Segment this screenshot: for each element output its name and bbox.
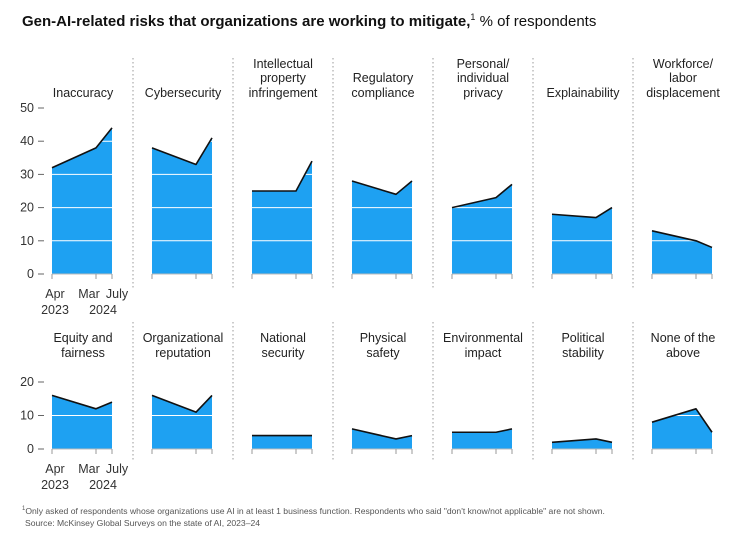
panel-title: Political stability — [561, 331, 605, 360]
panel-title: Inaccuracy — [52, 85, 114, 100]
line — [551, 206, 613, 219]
y-tick-label: 20 — [20, 375, 34, 389]
y-tick-label: 40 — [20, 134, 34, 148]
panel-title: Environmental impact — [443, 331, 523, 360]
x-tick-label: Mar — [78, 287, 100, 301]
line — [151, 394, 213, 413]
x-tick-label: Mar — [78, 462, 100, 476]
panel-title: Intellectual property infringement — [248, 56, 318, 100]
x-tick-label: Apr — [45, 462, 64, 476]
footnote: Only asked of respondents whose organiza… — [25, 506, 605, 516]
subtitle: % of respondents — [479, 13, 597, 30]
x-tick-label: July — [106, 462, 129, 476]
x-year-label: 2023 — [41, 303, 69, 317]
area — [152, 137, 212, 274]
chart-title: Gen-AI-related risks that organizations … — [22, 13, 471, 30]
panel-title: National security — [260, 331, 306, 360]
line — [351, 180, 413, 196]
panel-title: None of the above — [650, 331, 716, 360]
panel-title: Physical safety — [359, 331, 407, 360]
line — [351, 428, 413, 440]
x-tick-label: Apr — [45, 287, 64, 301]
y-tick-label: 0 — [27, 267, 34, 281]
line — [151, 137, 213, 166]
y-tick-label: 10 — [20, 409, 34, 423]
x-year-label: 2023 — [41, 478, 69, 492]
y-tick-label: 20 — [20, 201, 34, 215]
x-tick-label: July — [106, 287, 129, 301]
title-note: 1 — [470, 12, 476, 22]
source: Source: McKinsey Global Surveys on the s… — [25, 518, 261, 528]
y-tick-label: 0 — [27, 442, 34, 456]
panel-title: Organizational reputation — [142, 331, 224, 360]
panel-title: Workforce/ labor displacement — [646, 56, 720, 100]
line — [51, 127, 113, 169]
panel-title: Equity and fairness — [53, 331, 113, 360]
area — [152, 395, 212, 449]
line — [451, 183, 513, 209]
footnote-row: 1Only asked of respondents whose organiz… — [22, 506, 605, 516]
area — [252, 435, 312, 449]
area — [52, 395, 112, 449]
area — [352, 428, 412, 449]
area — [652, 408, 712, 449]
y-tick-label: 10 — [20, 234, 34, 248]
x-year-label: 2024 — [89, 478, 117, 492]
panel-title: Explainability — [546, 85, 620, 100]
area — [52, 127, 112, 274]
line — [252, 160, 313, 192]
y-tick-label: 30 — [20, 167, 34, 181]
area — [452, 184, 512, 274]
x-year-label: 2024 — [89, 303, 117, 317]
line — [651, 408, 713, 433]
panel-title: Cybersecurity — [144, 85, 222, 100]
line — [51, 394, 113, 410]
line — [651, 230, 713, 249]
area — [352, 181, 412, 274]
y-tick-label: 50 — [20, 101, 34, 115]
line — [452, 428, 513, 434]
panel-title: Personal/ individual privacy — [456, 56, 510, 100]
footnote-marker: 1 — [22, 506, 26, 513]
area — [452, 428, 512, 449]
panel-title: Regulatory compliance — [351, 71, 415, 100]
line — [551, 438, 613, 444]
header: Gen-AI-related risks that organizations … — [22, 12, 596, 30]
